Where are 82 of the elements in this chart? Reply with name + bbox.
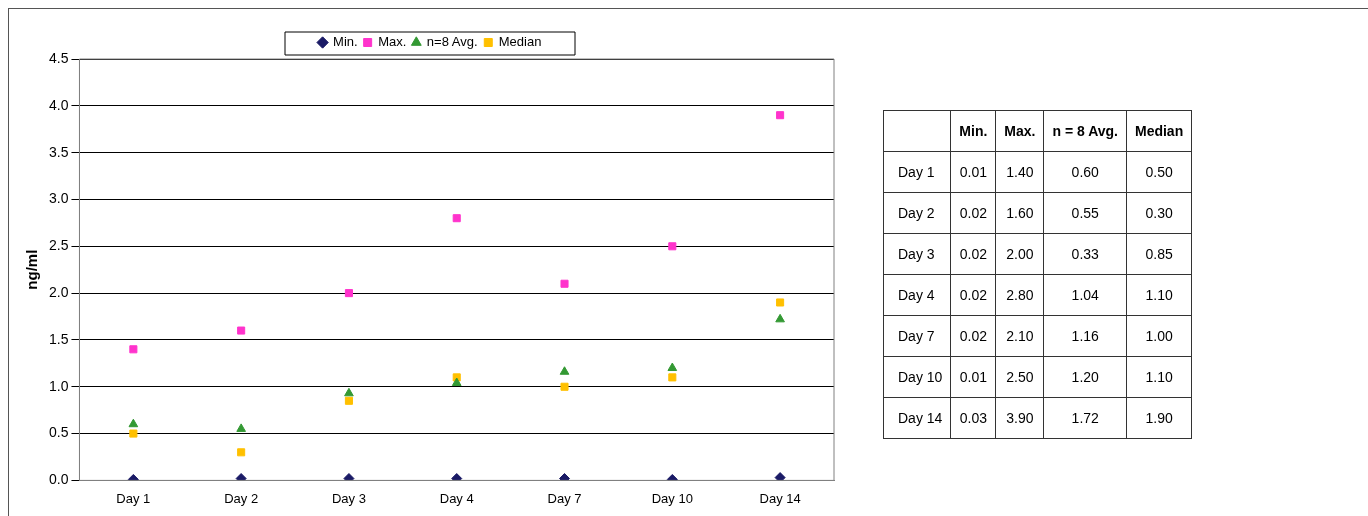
text: 0.33 xyxy=(1071,246,1099,262)
x-tick-label: Day 2 xyxy=(224,490,259,506)
y-tick-label: 2.5 xyxy=(48,237,69,254)
category-label: Median xyxy=(1126,110,1192,152)
category-label: Day 1 xyxy=(898,164,935,180)
text: 0.55 xyxy=(1071,205,1099,221)
x-tick-label: Day 10 xyxy=(651,490,693,506)
point xyxy=(128,418,139,428)
point xyxy=(559,366,570,375)
point xyxy=(344,289,353,298)
y-axis-title: ng/ml xyxy=(23,249,41,290)
text: 3.90 xyxy=(1006,410,1034,426)
text: 1.60 xyxy=(1006,205,1034,221)
point xyxy=(560,382,569,391)
text: 1.20 xyxy=(1071,369,1099,385)
point xyxy=(776,298,785,307)
text: 0.02 xyxy=(959,287,987,303)
y-tick-label: 2.0 xyxy=(48,283,69,300)
point xyxy=(452,214,461,223)
text: 1.40 xyxy=(1006,164,1034,180)
legend-label: n=8 Avg. xyxy=(426,34,478,50)
point xyxy=(775,313,785,323)
category-label: Day 7 xyxy=(898,328,935,344)
y-tick-label: 4.5 xyxy=(48,49,69,66)
y-tick-label: 3.0 xyxy=(48,190,69,207)
point xyxy=(776,111,785,120)
legend-label: Median xyxy=(498,34,542,50)
category-label: Max. xyxy=(995,110,1044,152)
point xyxy=(236,423,246,432)
x-tick-label: Day 14 xyxy=(759,490,801,506)
point xyxy=(129,429,138,438)
y-tick-label: 1.5 xyxy=(48,330,69,347)
text: 0.60 xyxy=(1071,164,1099,180)
text: 2.00 xyxy=(1006,246,1034,262)
point xyxy=(774,472,786,481)
text: 0.01 xyxy=(959,164,987,180)
point xyxy=(129,345,138,354)
x-tick-label: Day 7 xyxy=(547,490,582,506)
text: 0.85 xyxy=(1145,246,1173,262)
y-tick-label: 3.5 xyxy=(48,143,69,160)
text: 2.10 xyxy=(1006,328,1034,344)
text: 0.50 xyxy=(1145,164,1173,180)
category-label: Day 10 xyxy=(898,369,943,385)
x-tick-label: Day 3 xyxy=(331,490,366,506)
text: 2.80 xyxy=(1006,287,1034,303)
text: 0.02 xyxy=(959,328,987,344)
category-label: Min. xyxy=(950,110,996,152)
y-tick-label: 0.5 xyxy=(48,424,69,441)
text: 1.10 xyxy=(1145,369,1173,385)
point xyxy=(667,362,678,372)
legend-label: Min. xyxy=(333,34,358,50)
text: 0.03 xyxy=(959,410,987,426)
text: 1.10 xyxy=(1145,287,1173,303)
point xyxy=(668,373,677,382)
y-tick-label: 4.0 xyxy=(48,96,69,113)
x-tick-label: Day 4 xyxy=(439,490,474,506)
text: 1.00 xyxy=(1145,328,1173,344)
category-label: Day 3 xyxy=(898,246,935,262)
point xyxy=(344,387,354,397)
text: 0.01 xyxy=(959,369,987,385)
text: 2.50 xyxy=(1006,369,1034,385)
text: 0.02 xyxy=(959,205,987,221)
text: 1.16 xyxy=(1071,328,1099,344)
text: 0.30 xyxy=(1145,205,1173,221)
y-tick-label: 0.0 xyxy=(48,471,69,488)
point xyxy=(344,396,353,405)
point xyxy=(451,377,462,387)
text: 1.72 xyxy=(1071,410,1099,426)
y-tick-label: 1.0 xyxy=(48,377,69,394)
text: 1.90 xyxy=(1145,410,1173,426)
text: 1.04 xyxy=(1071,287,1099,303)
category-label: Day 14 xyxy=(898,410,943,426)
text: 0.02 xyxy=(959,246,987,262)
point xyxy=(237,326,246,335)
x-tick-label: Day 1 xyxy=(116,490,151,506)
legend-label: Max. xyxy=(378,34,407,50)
point xyxy=(668,242,677,251)
point xyxy=(237,448,246,457)
point xyxy=(560,279,569,288)
category-label: Day 2 xyxy=(898,205,935,221)
category-label: n = 8 Avg. xyxy=(1043,110,1127,152)
category-label: Day 4 xyxy=(898,287,935,303)
